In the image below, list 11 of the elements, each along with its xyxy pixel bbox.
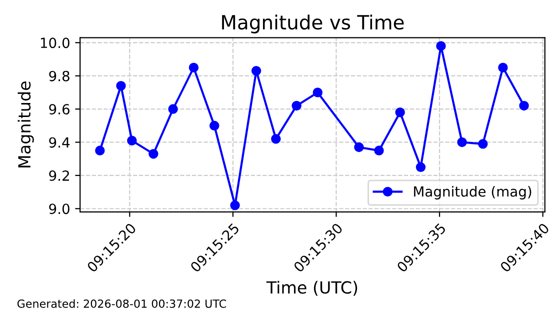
y-tick-label: 9.4 bbox=[49, 137, 70, 148]
text: Generated: 2026-08-01 00:37:02 UTC bbox=[17, 299, 226, 308]
y-tick-label: 9.8 bbox=[49, 70, 70, 82]
y-tick-label: 9.6 bbox=[49, 104, 70, 115]
y-tick-label: 9.0 bbox=[49, 204, 70, 214]
y-axis-title: Magnitude bbox=[18, 82, 34, 168]
chart-title: Magnitude vs Time bbox=[222, 14, 404, 34]
x-axis-title: Time (UTC) bbox=[266, 280, 358, 296]
legend-label: Magnitude (mag) bbox=[414, 186, 532, 200]
y-tick-label: 10.0 bbox=[40, 38, 70, 48]
y-tick-label: 9.2 bbox=[49, 170, 69, 181]
